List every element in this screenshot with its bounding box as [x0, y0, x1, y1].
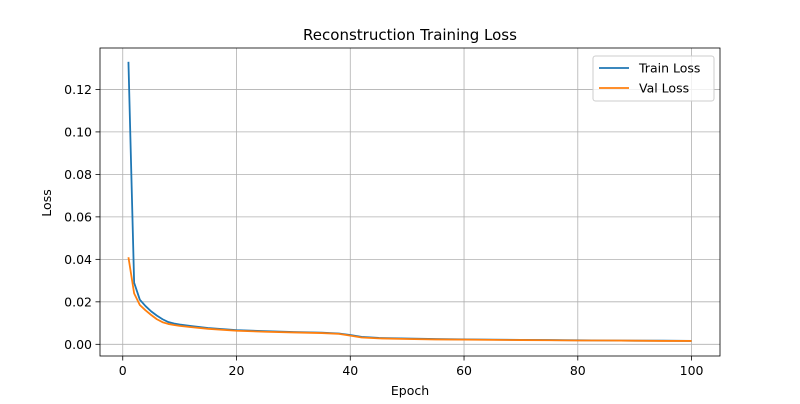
- y-tick-label: 0.00: [64, 337, 92, 352]
- x-tick-label: 80: [570, 363, 586, 378]
- x-tick-label: 40: [342, 363, 358, 378]
- x-axis-label: Epoch: [391, 383, 429, 398]
- y-axis-label: Loss: [39, 189, 54, 216]
- x-tick-label: 60: [456, 363, 472, 378]
- legend-val-label: Val Loss: [639, 81, 689, 96]
- series-line-train-loss: [127, 61, 692, 342]
- y-tick-label: 0.10: [64, 124, 92, 139]
- legend-train-label: Train Loss: [638, 61, 700, 76]
- x-tick-label: 0: [119, 363, 127, 378]
- y-tick-label: 0.08: [64, 167, 92, 182]
- series-line-val-loss: [127, 257, 692, 342]
- x-tick-label: 100: [680, 363, 704, 378]
- y-tick-label: 0.06: [64, 209, 92, 224]
- axes-frame: [99, 47, 721, 357]
- legend: Train Loss Val Loss: [592, 55, 715, 102]
- y-tick-label: 0.12: [64, 82, 92, 97]
- plot-area: [127, 61, 692, 342]
- chart-title: Reconstruction Training Loss: [303, 26, 517, 44]
- y-tick-label: 0.04: [64, 252, 92, 267]
- x-tick-label: 20: [229, 363, 245, 378]
- ticks: 0 20 40 60 80 100 0.00 0.02 0.04 0.06 0.08 0.10 0.12: [64, 82, 703, 378]
- y-tick-label: 0.02: [64, 294, 92, 309]
